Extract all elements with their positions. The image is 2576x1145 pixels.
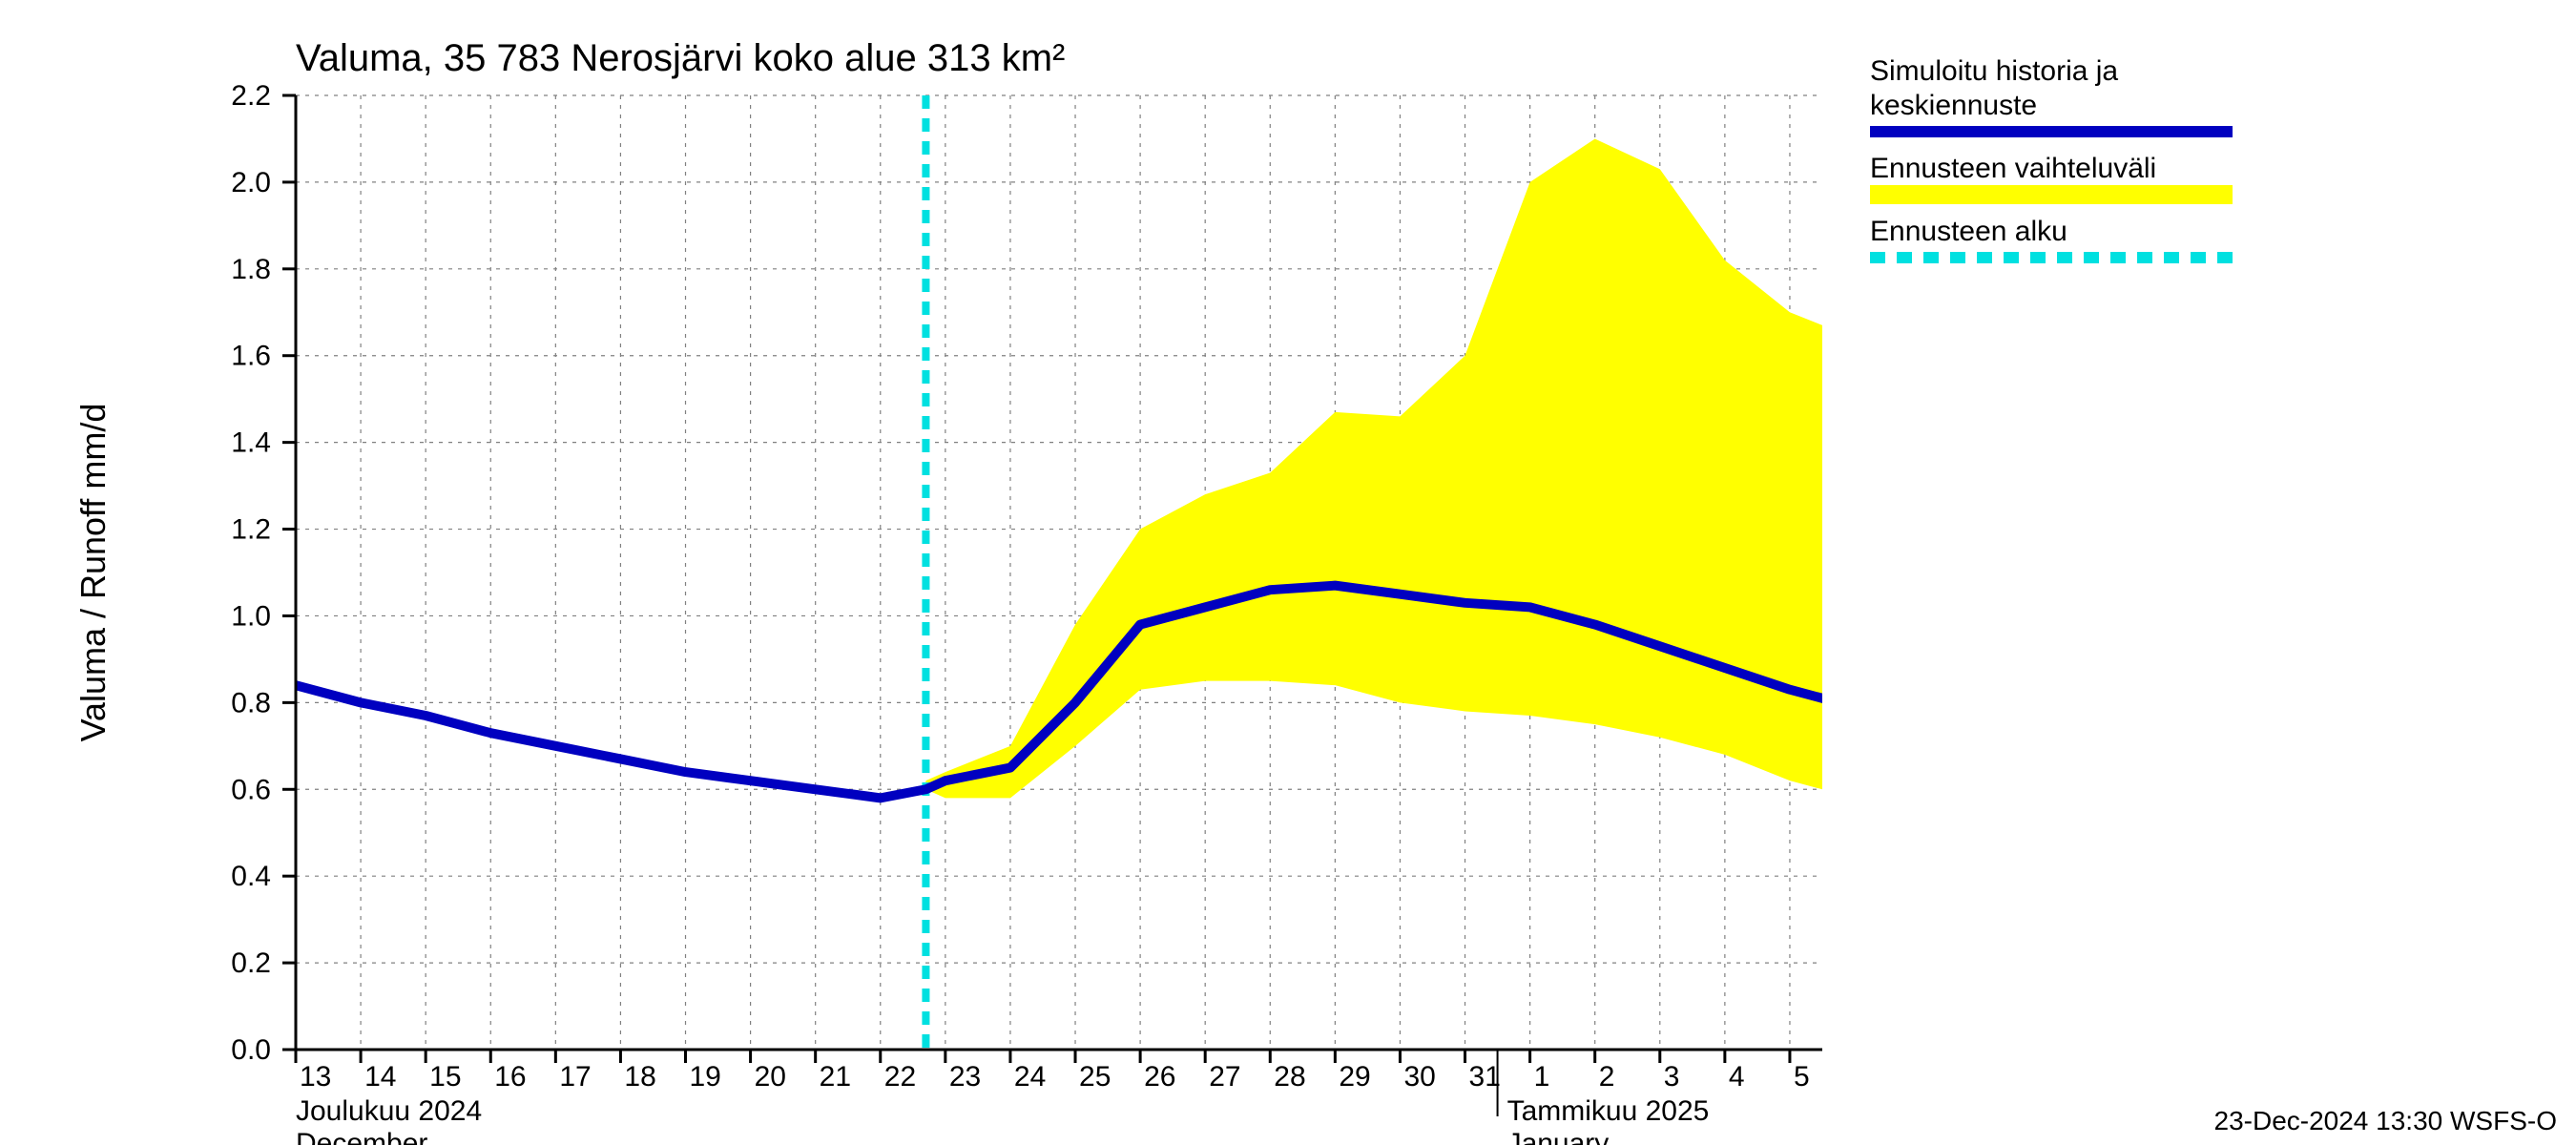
y-tick-label: 0.0 xyxy=(231,1034,271,1066)
runoff-forecast-chart: 0.00.20.40.60.81.01.21.41.61.82.02.21314… xyxy=(0,0,2576,1145)
chart-svg: 0.00.20.40.60.81.01.21.41.61.82.02.21314… xyxy=(0,0,2576,1145)
x-tick-label: 25 xyxy=(1079,1061,1111,1093)
x-tick-label: 18 xyxy=(624,1061,655,1093)
x-tick-label: 20 xyxy=(755,1061,786,1093)
x-tick-label: 28 xyxy=(1274,1061,1305,1093)
y-tick-label: 0.4 xyxy=(231,861,271,892)
footer-timestamp: 23-Dec-2024 13:30 WSFS-O xyxy=(2214,1106,2558,1135)
month-label-right: January xyxy=(1507,1128,1610,1145)
x-tick-label: 14 xyxy=(364,1061,396,1093)
x-tick-label: 3 xyxy=(1664,1061,1680,1093)
legend-label: Simuloitu historia ja xyxy=(1870,55,2118,87)
legend-label: Ennusteen vaihteluväli xyxy=(1870,153,2156,184)
x-tick-label: 15 xyxy=(429,1061,461,1093)
x-tick-label: 27 xyxy=(1209,1061,1240,1093)
x-tick-label: 23 xyxy=(949,1061,981,1093)
x-tick-label: 26 xyxy=(1144,1061,1175,1093)
chart-title: Valuma, 35 783 Nerosjärvi koko alue 313 … xyxy=(296,37,1065,79)
x-tick-label: 17 xyxy=(559,1061,591,1093)
x-tick-label: 21 xyxy=(820,1061,851,1093)
y-tick-label: 2.2 xyxy=(231,80,271,112)
x-tick-label: 2 xyxy=(1599,1061,1615,1093)
y-tick-label: 0.8 xyxy=(231,687,271,718)
x-tick-label: 19 xyxy=(690,1061,721,1093)
x-tick-label: 22 xyxy=(884,1061,916,1093)
month-label-right: Tammikuu 2025 xyxy=(1507,1095,1710,1127)
y-axis-title: Valuma / Runoff mm/d xyxy=(73,404,113,742)
x-tick-label: 13 xyxy=(300,1061,331,1093)
y-tick-label: 1.4 xyxy=(231,427,271,459)
x-tick-label: 5 xyxy=(1794,1061,1810,1093)
legend-label: keskiennuste xyxy=(1870,90,2037,121)
x-tick-label: 24 xyxy=(1014,1061,1046,1093)
y-tick-label: 1.6 xyxy=(231,341,271,372)
y-tick-label: 0.6 xyxy=(231,774,271,805)
month-label-left: December xyxy=(296,1128,427,1145)
x-tick-label: 1 xyxy=(1534,1061,1550,1093)
legend-swatch-band xyxy=(1870,185,2233,204)
x-tick-label: 29 xyxy=(1339,1061,1370,1093)
x-tick-label: 16 xyxy=(494,1061,526,1093)
month-label-left: Joulukuu 2024 xyxy=(296,1095,482,1127)
x-tick-label: 31 xyxy=(1469,1061,1501,1093)
x-tick-label: 4 xyxy=(1729,1061,1745,1093)
y-tick-label: 1.2 xyxy=(231,514,271,546)
x-tick-label: 30 xyxy=(1403,1061,1435,1093)
legend-label: Ennusteen alku xyxy=(1870,216,2067,247)
y-tick-label: 2.0 xyxy=(231,167,271,198)
y-tick-label: 1.0 xyxy=(231,600,271,632)
y-tick-label: 1.8 xyxy=(231,254,271,285)
y-tick-label: 0.2 xyxy=(231,947,271,979)
